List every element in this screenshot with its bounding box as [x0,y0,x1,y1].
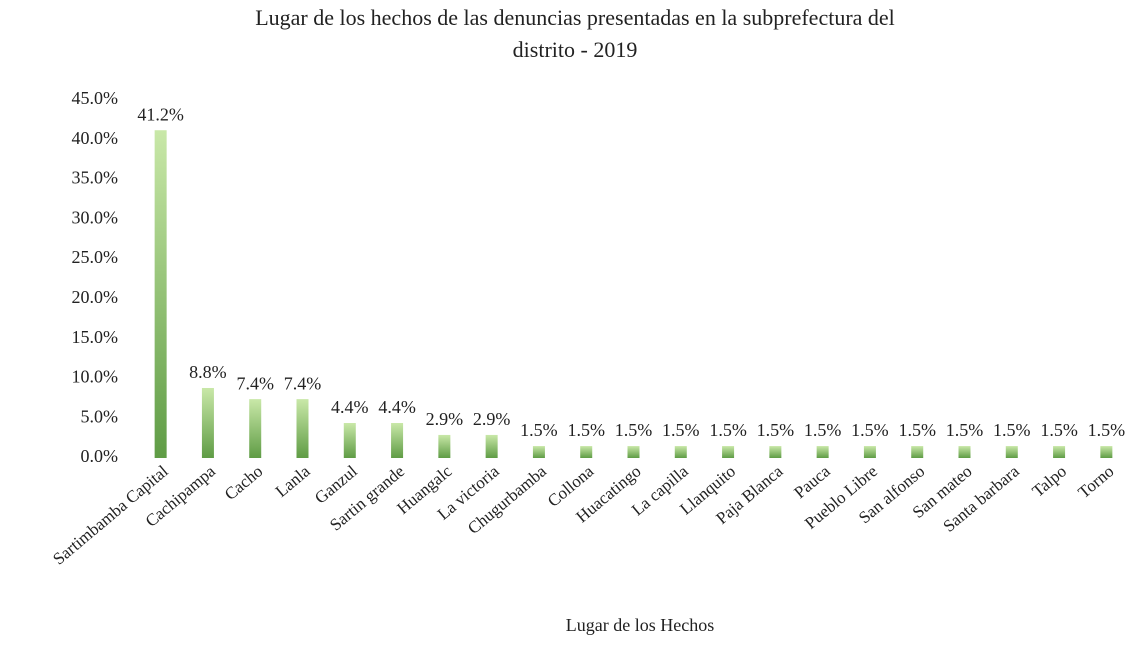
data-label: 1.5% [946,420,984,440]
bar [296,399,309,458]
x-tick-label: Torno [1074,462,1117,502]
bar [154,130,167,458]
data-label: 1.5% [1088,420,1126,440]
bar [1005,446,1018,458]
data-label: 8.8% [189,362,227,382]
y-tick-label: 15.0% [72,327,119,347]
bar [580,446,593,458]
bar [627,446,640,458]
y-tick-label: 35.0% [72,168,119,188]
y-tick-label: 40.0% [72,128,119,148]
y-tick-label: 10.0% [72,367,119,387]
bar [769,446,782,458]
chart-subtitle: distrito - 2019 [513,37,638,62]
bar [201,387,214,458]
data-label: 1.5% [898,420,936,440]
data-label: 1.5% [757,420,795,440]
bar [674,446,687,458]
data-label: 1.5% [1040,420,1078,440]
x-axis-title: Lugar de los Hechos [566,615,714,635]
y-tick-label: 5.0% [81,406,119,426]
x-tick-label: Talpo [1028,462,1070,501]
bar [863,446,876,458]
data-label: 1.5% [851,420,889,440]
data-label: 1.5% [615,420,653,440]
data-label: 4.4% [378,397,416,417]
bar [1053,446,1066,458]
y-tick-label: 45.0% [72,88,119,108]
data-label: 1.5% [662,420,700,440]
bar [958,446,971,458]
bar [391,422,404,458]
bar [249,399,262,458]
bar [343,422,356,458]
data-label: 2.9% [473,409,511,429]
data-label: 7.4% [236,373,274,393]
data-label: 2.9% [426,409,464,429]
data-label: 1.5% [709,420,747,440]
data-label: 1.5% [520,420,558,440]
data-label: 4.4% [331,397,369,417]
bar [722,446,735,458]
bar [532,446,545,458]
bar [1100,446,1113,458]
y-tick-label: 0.0% [81,446,119,466]
y-tick-label: 30.0% [72,207,119,227]
y-tick-label: 25.0% [72,247,119,267]
data-label: 7.4% [284,373,322,393]
x-tick-label: Cacho [221,462,266,504]
chart-title: Lugar de los hechos de las denuncias pre… [255,5,895,30]
y-tick-label: 20.0% [72,287,119,307]
bar [438,434,451,458]
bar [485,434,498,458]
data-label: 1.5% [993,420,1031,440]
x-tick-label: Lanla [272,461,314,501]
bar [816,446,829,458]
data-label: 1.5% [567,420,605,440]
data-label: 41.2% [137,104,184,124]
bar [911,446,924,458]
data-label: 1.5% [804,420,842,440]
